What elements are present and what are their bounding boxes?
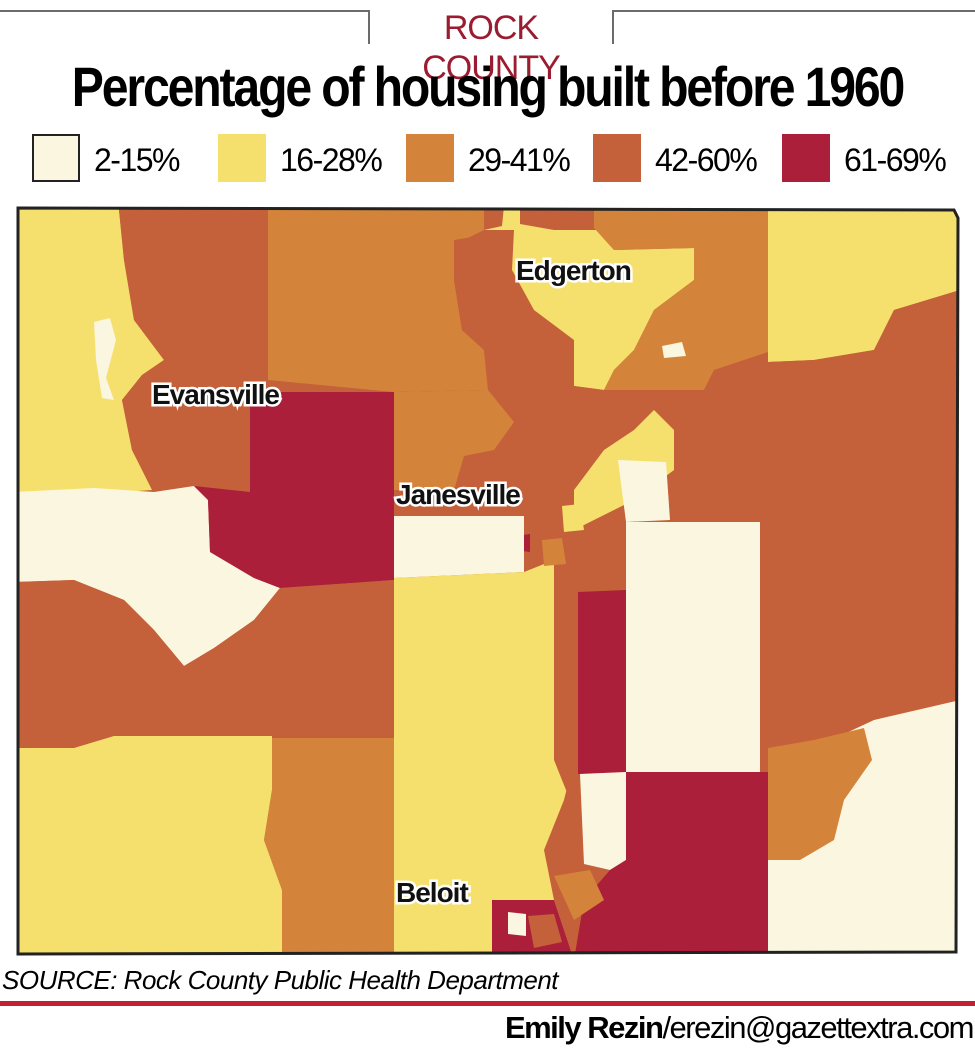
region-beloit-cream-spot <box>508 912 526 936</box>
region-west-band <box>18 580 394 748</box>
legend-swatch-16-28 <box>218 134 266 182</box>
legend-label-61-69: 61-69% <box>844 142 947 178</box>
city-label-edgerton: Edgerton <box>516 255 631 286</box>
region-east-wedge <box>768 728 872 860</box>
county-map: Evansville Janesville Edgerton Beloit <box>14 200 960 960</box>
city-label-janesville: Janesville <box>396 479 520 510</box>
region-north-central <box>268 208 488 392</box>
source-note: SOURCE: Rock County Public Health Depart… <box>2 965 559 995</box>
region-central-west-dark <box>194 392 394 588</box>
region-central-east-cream <box>626 522 760 772</box>
legend-label-2-15: 2-15% <box>94 142 181 178</box>
region-edgerton-notch <box>662 342 686 358</box>
region-edgerton-top <box>520 208 594 230</box>
region-central-east-dark <box>578 590 626 774</box>
region-beloit-east-dark <box>574 772 768 954</box>
region-inner-strip <box>554 620 578 800</box>
legend-swatch-2-15 <box>32 134 80 182</box>
region-janesville-orange-dot <box>542 538 566 566</box>
city-label-evansville: Evansville <box>152 379 279 410</box>
map-regions <box>18 208 958 954</box>
county-outline <box>16 206 960 956</box>
region-south-central <box>264 738 394 954</box>
map-title: Percentage of housing built before 1960 <box>71 55 906 118</box>
kicker-tick-left <box>368 10 370 44</box>
region-janesville-west-cream <box>394 516 524 578</box>
credit-email: /erezin@gazettextra.com <box>662 1010 974 1045</box>
region-evansville <box>118 208 268 492</box>
credit-line: Emily Rezin/erezin@gazettextra.com <box>504 1008 975 1048</box>
region-beloit-orange <box>554 870 604 920</box>
region-janesville-cream <box>618 460 670 522</box>
region-janesville-northwest <box>394 390 514 490</box>
kicker-rule-right <box>612 10 975 12</box>
region-northeast-inner <box>594 208 768 390</box>
legend-label-29-41: 29-41% <box>468 142 571 178</box>
region-northeast <box>768 208 958 362</box>
region-central-south <box>394 560 574 954</box>
legend-label-42-60: 42-60% <box>655 142 758 178</box>
county-map-svg: Evansville Janesville Edgerton Beloit <box>16 206 960 956</box>
city-label-beloit: Beloit <box>396 877 468 908</box>
region-janesville-yellow-dot <box>562 504 584 532</box>
region-beloit-orange-red <box>528 914 562 948</box>
region-edgerton <box>484 208 694 390</box>
region-east <box>654 290 958 748</box>
kicker-rule-left <box>0 10 368 12</box>
region-west-cream <box>18 486 280 666</box>
legend: 2-15% 16-28% 29-41% 42-60% 61-69% <box>0 134 975 186</box>
region-beloit-cream <box>580 772 626 870</box>
legend-swatch-29-41 <box>406 134 454 182</box>
legend-swatch-61-69 <box>782 134 830 182</box>
map-kicker: ROCK COUNTY <box>422 9 561 87</box>
region-edgerton-west <box>454 230 574 390</box>
region-evansville-notch <box>94 318 116 400</box>
credit-rule <box>0 1001 975 1006</box>
legend-swatch-42-60 <box>593 134 641 182</box>
credit-author: Emily Rezin <box>504 1010 664 1045</box>
kicker-tick-right <box>612 10 614 44</box>
legend-label-16-28: 16-28% <box>280 142 383 178</box>
region-southwest <box>18 736 282 954</box>
